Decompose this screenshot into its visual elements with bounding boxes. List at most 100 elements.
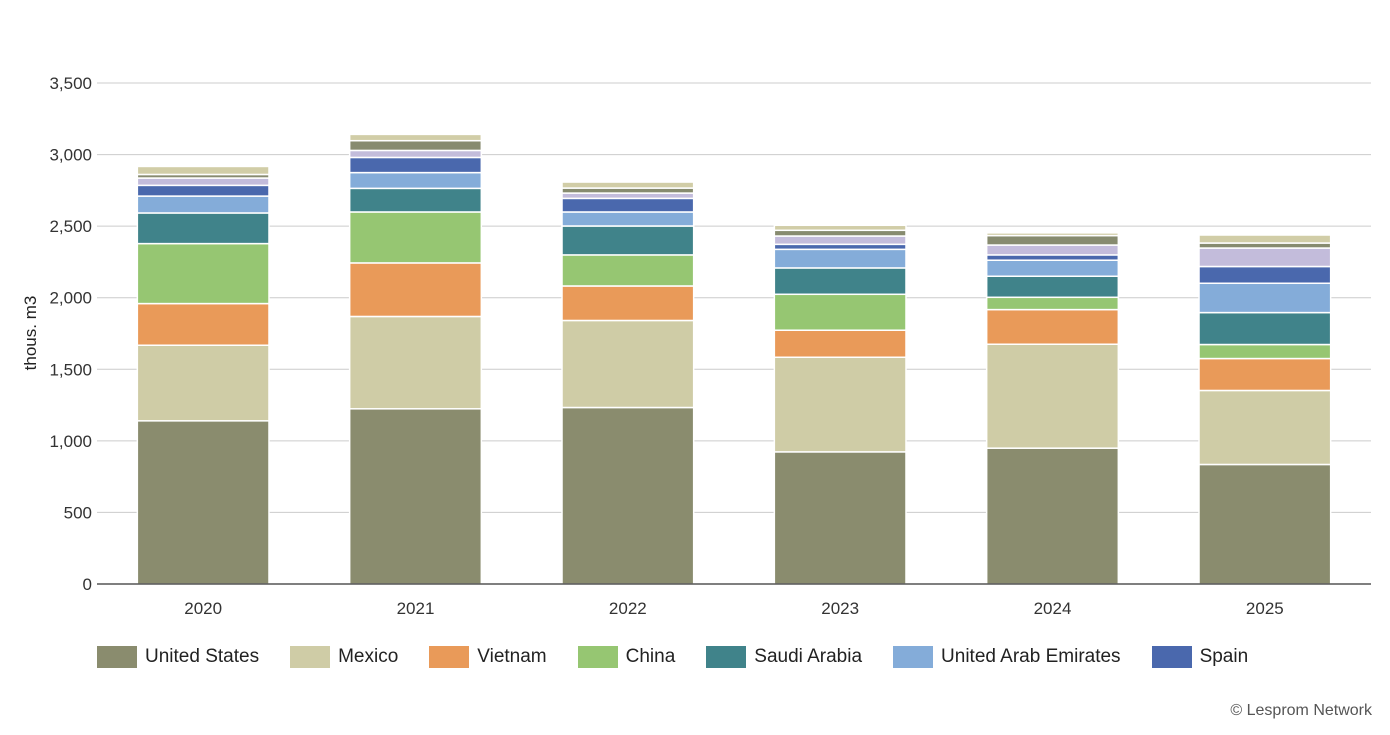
- y-tick-label: 2,500: [49, 217, 92, 236]
- bar-segment-vietnam[interactable]: [561, 285, 695, 322]
- bar-segment-mexico[interactable]: [773, 356, 907, 453]
- bar-segment-saudi-arabia[interactable]: [1198, 311, 1332, 346]
- bar-segment-china[interactable]: [348, 211, 483, 264]
- bar-segment-vietnam[interactable]: [1198, 357, 1332, 392]
- bar-segment-other-3[interactable]: [1198, 234, 1332, 244]
- y-tick-label: 500: [64, 503, 92, 522]
- legend-swatch: [893, 646, 934, 668]
- bar-segment-china[interactable]: [561, 254, 695, 287]
- bar-segment-vietnam[interactable]: [348, 262, 483, 318]
- y-axis-ticks: 0 500 1,000 1,500 2,000 2,500 3,000 3,500: [49, 74, 92, 594]
- legend-item[interactable]: Saudi Arabia: [706, 646, 862, 668]
- y-tick-label: 1,500: [49, 360, 92, 379]
- bar-segment-other-2[interactable]: [985, 234, 1120, 246]
- bar-segment-other-1[interactable]: [985, 244, 1120, 256]
- bar-segment-other-2[interactable]: [773, 229, 907, 237]
- legend-label: Spain: [1199, 646, 1249, 667]
- x-tick-label: 2024: [1034, 599, 1072, 618]
- bar-segment-other-3[interactable]: [561, 181, 695, 189]
- y-tick-label: 3,500: [49, 74, 92, 93]
- legend-label: Vietnam: [477, 646, 547, 667]
- y-axis-title: thous. m3: [21, 296, 40, 371]
- bar-segment-united-arab-emirates[interactable]: [773, 248, 907, 269]
- bar-segment-vietnam[interactable]: [773, 329, 907, 359]
- bar-segment-united-states[interactable]: [1198, 463, 1332, 585]
- bar-segment-united-arab-emirates[interactable]: [1198, 282, 1332, 314]
- bar-segment-saudi-arabia[interactable]: [985, 275, 1120, 299]
- bar-segment-other-1[interactable]: [1198, 247, 1332, 268]
- bar-segment-united-states[interactable]: [985, 447, 1120, 585]
- legend-swatch: [97, 646, 137, 668]
- bar-segment-vietnam[interactable]: [136, 302, 270, 346]
- bar-segment-other-3[interactable]: [773, 224, 907, 232]
- bar-segment-saudi-arabia[interactable]: [136, 212, 270, 245]
- bar-segment-united-arab-emirates[interactable]: [136, 195, 270, 214]
- x-axis-ticks: 2020 2021 2022 2023 2024 2025: [184, 599, 1283, 618]
- legend-item[interactable]: Mexico: [290, 646, 398, 668]
- legend-swatch: [1151, 646, 1192, 668]
- bar-segment-other-3[interactable]: [348, 133, 483, 142]
- bar-segment-mexico[interactable]: [561, 319, 695, 409]
- bar-segment-mexico[interactable]: [348, 315, 483, 410]
- legend-label: United Arab Emirates: [941, 646, 1121, 667]
- bar-segment-other-2[interactable]: [1198, 242, 1332, 249]
- bar-segment-mexico[interactable]: [1198, 389, 1332, 466]
- bar-segment-spain[interactable]: [348, 156, 483, 174]
- legend-swatch: [577, 646, 618, 668]
- bar-segment-spain[interactable]: [136, 184, 270, 197]
- bar-segment-other-1[interactable]: [348, 149, 483, 159]
- bar-segment-china[interactable]: [136, 242, 270, 305]
- y-tick-label: 0: [83, 575, 92, 594]
- legend-swatch: [290, 646, 331, 668]
- bar-segment-other-3[interactable]: [985, 232, 1120, 237]
- legend-item[interactable]: United Arab Emirates: [893, 646, 1121, 668]
- bar-segment-mexico[interactable]: [985, 343, 1120, 449]
- y-tick-label: 1,000: [49, 432, 92, 451]
- bar-segment-united-arab-emirates[interactable]: [985, 259, 1120, 277]
- credit-text: © Lesprom Network: [1230, 702, 1372, 719]
- bar-segment-mexico[interactable]: [136, 344, 270, 422]
- bar-segment-china[interactable]: [773, 293, 907, 331]
- bar-segment-spain[interactable]: [1198, 265, 1332, 285]
- bar-segment-vietnam[interactable]: [985, 308, 1120, 345]
- legend-item[interactable]: United States: [97, 646, 259, 668]
- bar-segment-other-1[interactable]: [136, 177, 270, 187]
- x-tick-label: 2021: [397, 599, 435, 618]
- bar-segment-spain[interactable]: [985, 254, 1120, 261]
- x-tick-label: 2025: [1246, 599, 1284, 618]
- bar-stack-2022: [561, 181, 695, 585]
- x-tick-label: 2022: [609, 599, 647, 618]
- bar-segment-saudi-arabia[interactable]: [561, 225, 695, 256]
- bar-segment-china[interactable]: [985, 296, 1120, 311]
- legend-item[interactable]: Spain: [1151, 646, 1249, 668]
- bar-segment-other-3[interactable]: [136, 165, 270, 176]
- bar-segment-united-states[interactable]: [561, 406, 695, 585]
- legend-label: Saudi Arabia: [754, 646, 863, 667]
- bar-segment-spain[interactable]: [561, 197, 695, 213]
- bar-segment-china[interactable]: [1198, 343, 1332, 360]
- x-tick-label: 2023: [821, 599, 859, 618]
- y-tick-label: 3,000: [49, 146, 92, 165]
- legend-item[interactable]: China: [577, 646, 675, 668]
- bar-segment-saudi-arabia[interactable]: [773, 267, 907, 296]
- bar-segment-united-arab-emirates[interactable]: [561, 211, 695, 227]
- bar-segment-united-arab-emirates[interactable]: [348, 171, 483, 190]
- bar-segment-other-2[interactable]: [561, 187, 695, 194]
- bar-segment-united-states[interactable]: [136, 420, 270, 585]
- bar-segment-other-1[interactable]: [773, 235, 907, 246]
- bar-stack-2025: [1198, 234, 1332, 585]
- bar-segment-united-states[interactable]: [773, 451, 907, 585]
- bars: [136, 133, 1332, 585]
- bar-segment-other-1[interactable]: [561, 192, 695, 200]
- bar-stack-2023: [773, 224, 907, 585]
- gridlines: [97, 82, 1371, 513]
- legend-item[interactable]: Vietnam: [429, 646, 547, 668]
- bar-segment-saudi-arabia[interactable]: [348, 187, 483, 213]
- bar-segment-other-2[interactable]: [348, 139, 483, 152]
- bar-stack-2024: [985, 232, 1120, 585]
- legend: United States Mexico Vietnam China Saudi Ara…: [97, 646, 1279, 668]
- bar-segment-spain[interactable]: [773, 243, 907, 251]
- legend-label: United States: [145, 646, 260, 667]
- bar-segment-united-states[interactable]: [348, 408, 483, 585]
- legend-swatch: [706, 646, 747, 668]
